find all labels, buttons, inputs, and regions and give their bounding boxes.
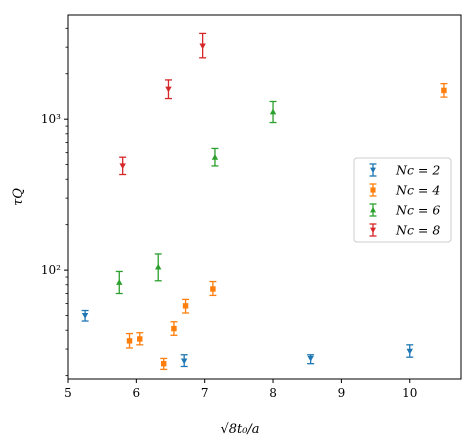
svg-text:√8t₀/a: √8t₀/a <box>220 422 259 437</box>
x-axis-label-text: √8t₀/a <box>220 422 259 437</box>
y-axis-label: τQ <box>11 188 26 206</box>
data-point <box>115 270 123 295</box>
data-point <box>199 32 207 59</box>
series-4 <box>119 32 207 176</box>
data-point <box>154 253 162 282</box>
data-point <box>307 354 315 365</box>
x-tick-label: 6 <box>133 386 141 400</box>
data-point-marker <box>211 153 219 160</box>
x-axis-label: √8t₀/a <box>220 422 259 437</box>
data-point <box>119 156 127 176</box>
legend: Nc = 2 Nc = 4 Nc = 6 Nc = 8 <box>353 157 452 243</box>
data-point-marker <box>155 263 162 270</box>
legend-label: Nc = 2 <box>395 163 440 178</box>
data-point-marker <box>182 303 189 309</box>
data-point <box>180 354 188 368</box>
data-point-marker <box>406 348 413 355</box>
legend-item: Nc = 6 <box>369 203 440 218</box>
data-point-marker <box>370 207 376 213</box>
data-point-marker <box>137 336 143 342</box>
data-point-marker <box>210 286 216 292</box>
x-tick-label: 8 <box>269 386 277 400</box>
data-point-marker <box>199 43 206 50</box>
data-point <box>182 298 190 314</box>
y-tick-label: 10³ <box>41 112 61 126</box>
data-point-marker <box>171 325 177 332</box>
legend-label: Nc = 6 <box>395 203 440 218</box>
data-point-marker <box>307 355 314 362</box>
series-2 <box>126 82 448 371</box>
y-tick-label: 10² <box>41 263 61 277</box>
data-point <box>160 357 168 371</box>
legend-item: Nc = 2 <box>369 163 440 178</box>
data-point-marker <box>370 227 376 233</box>
svg-text:τQ: τQ <box>11 188 26 206</box>
data-point-marker <box>180 358 188 365</box>
data-point-marker <box>126 338 133 344</box>
series-1 <box>81 309 414 368</box>
data-point <box>136 332 144 346</box>
data-point <box>164 79 172 100</box>
data-point <box>126 332 134 349</box>
legend-item: Nc = 4 <box>369 183 440 198</box>
data-point-marker <box>370 187 376 193</box>
x-tick-label: 7 <box>201 386 209 400</box>
data-point <box>269 100 277 124</box>
data-point-marker <box>370 167 376 173</box>
x-axis: 5 6 7 8 9 10 <box>64 379 417 400</box>
legend-box <box>353 157 452 243</box>
data-point <box>406 344 414 358</box>
data-point-marker <box>441 87 447 94</box>
x-tick-label: 5 <box>64 386 72 400</box>
data-point <box>81 309 89 322</box>
data-point <box>211 147 219 167</box>
series-layer <box>81 32 448 371</box>
data-point-marker <box>81 313 89 319</box>
y-axis-label-text: τQ <box>11 188 26 206</box>
series-3 <box>115 100 277 295</box>
data-point-marker <box>160 360 167 367</box>
data-point <box>440 82 448 98</box>
legend-label: Nc = 8 <box>395 223 440 238</box>
data-point-marker <box>269 108 277 115</box>
data-point-marker <box>116 279 123 285</box>
x-tick-label: 10 <box>402 386 417 400</box>
data-point-marker <box>165 86 172 93</box>
data-point-marker <box>119 163 126 170</box>
x-tick-label: 9 <box>338 386 346 400</box>
y-axis: 10² 10³ <box>41 27 68 377</box>
legend-label: Nc = 4 <box>395 183 440 198</box>
legend-item: Nc = 8 <box>369 223 440 238</box>
data-point <box>209 280 217 297</box>
data-point <box>170 321 178 336</box>
